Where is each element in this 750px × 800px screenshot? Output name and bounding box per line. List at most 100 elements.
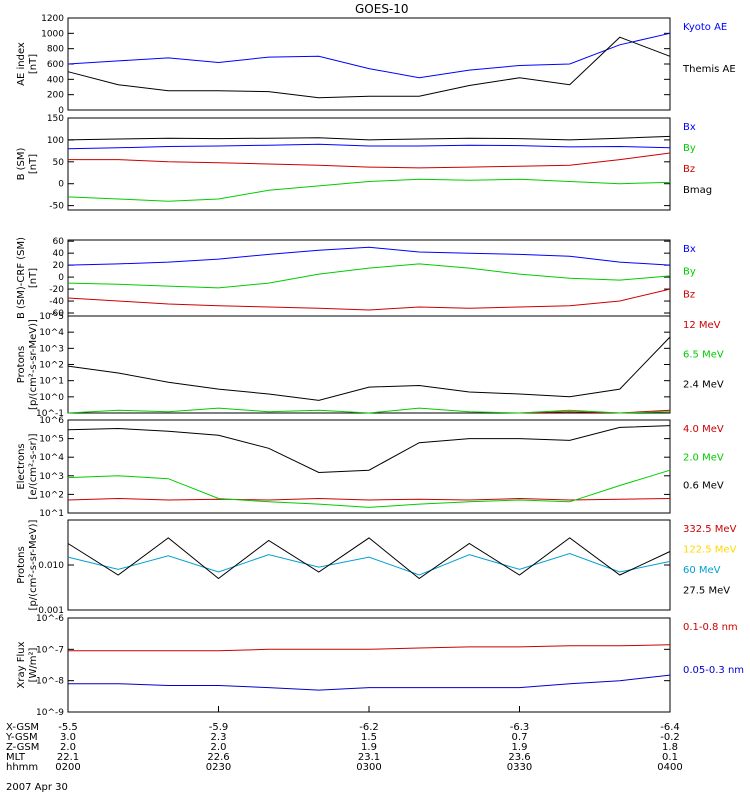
x-tick-label: 0400: [657, 762, 682, 773]
y-axis-label: Xray Flux: [16, 641, 27, 688]
legend-entry: 4.0 MeV: [683, 424, 724, 435]
series-line-60-mev: [67, 552, 671, 576]
y-axis-unit: [e/(cm²-s-sr)]: [28, 433, 39, 499]
y-tick-label: 0: [58, 180, 64, 190]
panel-frame: [67, 617, 671, 713]
legend-entry: Kyoto AE: [683, 22, 727, 33]
x-tick-label: 0.1: [662, 752, 678, 763]
series-line-6-5-mev: [67, 407, 671, 414]
legend-entry: 2.4 MeV: [683, 379, 724, 390]
series-line-0-6-mev: [67, 425, 671, 474]
y-tick-label: 100: [47, 136, 64, 146]
y-tick-label: -50: [49, 202, 64, 212]
y-axis-label: Protons: [16, 546, 27, 583]
y-tick-label: 20: [53, 261, 65, 271]
x-tick-label: 23.1: [358, 752, 380, 763]
series-line-by: [67, 263, 671, 289]
legend-entry: Bx: [683, 244, 696, 255]
series-line-4-0-mev: [67, 497, 671, 501]
y-tick-label: 400: [47, 75, 64, 85]
series-line-bz: [68, 152, 671, 169]
y-tick-label: 0: [58, 106, 64, 116]
figure-date: 2007 Apr 30: [6, 782, 68, 793]
x-tick-label: 1.9: [361, 742, 377, 753]
y-axis-unit: [nT]: [28, 268, 39, 288]
x-tick-label: 2.0: [60, 742, 76, 753]
series-line-kyoto-ae: [67, 32, 671, 79]
series-line-12-mev: [519, 409, 671, 414]
x-axis-row-label: MLT: [6, 752, 26, 763]
series-line-0-1-0-8-nm: [68, 644, 671, 652]
y-tick-label: 10^-9: [36, 708, 64, 718]
y-tick-label: 1200: [41, 14, 64, 24]
legend-entry: 122.5 MeV: [683, 545, 737, 556]
x-tick-label: 2.0: [211, 742, 227, 753]
y-axis-unit: [p/(cm²-s-sr-MeV)]: [28, 319, 39, 410]
y-tick-label: 10^2: [39, 361, 64, 371]
legend-entry: Bz: [683, 164, 695, 175]
panel-frame: [67, 419, 671, 514]
x-axis-row-label: hhmm: [6, 762, 38, 773]
x-tick-label: 23.6: [508, 752, 530, 763]
x-tick-label: 3.0: [60, 732, 76, 743]
x-tick-label: -5.9: [209, 722, 229, 733]
x-tick-label: 22.6: [207, 752, 229, 763]
y-tick-label: -40: [49, 297, 64, 307]
x-axis-row-label: Z-GSM: [6, 742, 39, 753]
series-line-2-0-mev: [67, 469, 671, 508]
x-tick-label: -6.2: [359, 722, 379, 733]
x-tick-label: -0.2: [660, 732, 680, 743]
x-axis-row-label: Y-GSM: [5, 732, 38, 743]
series-line-themis-ae: [67, 36, 671, 99]
legend-entry: 0.05-0.3 nm: [683, 665, 744, 676]
y-axis-label: B (SM): [16, 147, 27, 180]
y-tick-label: 10^3: [39, 472, 64, 482]
legend-entry: 2.0 MeV: [683, 452, 724, 463]
y-axis-label: AE index: [16, 42, 27, 86]
y-axis-unit: [nT]: [28, 154, 39, 174]
legend-entry: 60 MeV: [683, 565, 721, 576]
legend-entry: 0.1-0.8 nm: [683, 622, 738, 633]
y-tick-label: 10^-7: [36, 645, 64, 655]
panel-frame: [67, 315, 671, 414]
y-tick-label: 10^1: [39, 509, 64, 519]
y-tick-label: 10^5: [39, 312, 64, 322]
legend-entry: 332.5 MeV: [683, 524, 737, 535]
x-tick-label: 2.3: [211, 732, 227, 743]
x-tick-label: 0300: [356, 762, 381, 773]
y-tick-label: 10^5: [39, 435, 64, 445]
y-tick-label: 60: [53, 237, 65, 247]
y-tick-label: 1000: [41, 29, 64, 39]
y-tick-label: 200: [47, 91, 64, 101]
y-axis-label: Electrons: [16, 443, 27, 489]
series-line-bx: [67, 246, 671, 266]
y-axis-unit: [p/(cm²-s-sr-MeV)]: [28, 519, 39, 610]
legend-entry: By: [683, 143, 696, 154]
series-line-bx: [67, 143, 671, 150]
y-axis-unit: [nT]: [28, 54, 39, 74]
y-tick-label: 10^-8: [36, 677, 64, 687]
series-line-0-05-0-3-nm: [68, 674, 671, 691]
x-tick-label: -6.3: [510, 722, 530, 733]
y-tick-label: 800: [47, 45, 64, 55]
figure-title: GOES-10: [355, 2, 409, 16]
legend-entry: Bz: [683, 289, 695, 300]
x-tick-label: -5.5: [58, 722, 78, 733]
legend-entry: 0.6 MeV: [683, 481, 724, 492]
y-axis-label: B (SM)-CRF (SM): [16, 237, 27, 319]
y-tick-label: 10^-1: [36, 409, 64, 419]
y-tick-label: 10^2: [39, 490, 64, 500]
x-tick-label: 22.1: [57, 752, 79, 763]
series-line-bz: [67, 288, 671, 311]
legend-entry: Bx: [683, 122, 696, 133]
panel-frame: [67, 519, 671, 611]
y-tick-label: 10^3: [39, 344, 64, 354]
y-tick-label: 10^1: [39, 377, 64, 387]
x-tick-label: 0.7: [512, 732, 528, 743]
legend-entry: Themis AE: [682, 64, 736, 75]
legend-entry: 27.5 MeV: [683, 586, 730, 597]
legend-entry: 6.5 MeV: [683, 350, 724, 361]
x-tick-label: 0200: [55, 762, 80, 773]
y-tick-label: 10^-6: [36, 614, 64, 624]
